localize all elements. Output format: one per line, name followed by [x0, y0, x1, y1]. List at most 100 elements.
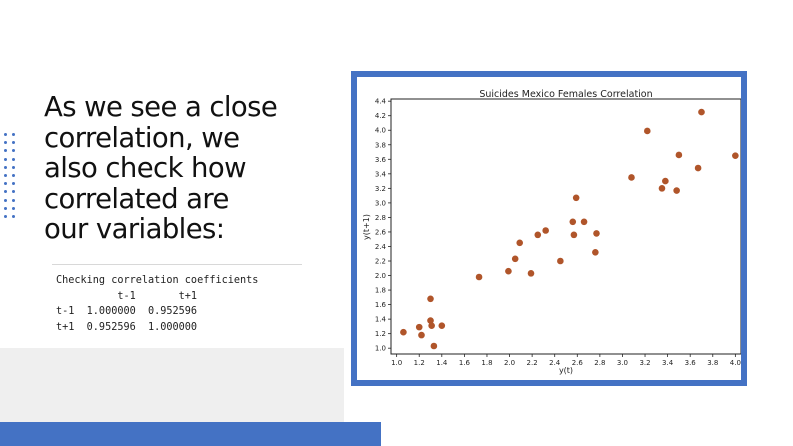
- grid-dot: [12, 157, 15, 161]
- accent-bar: [0, 422, 381, 446]
- x-tick-label: 2.4: [549, 359, 561, 367]
- scatter-point: [438, 322, 446, 329]
- y-tick-label: 2.0: [375, 272, 386, 280]
- x-tick-label: 3.0: [617, 359, 628, 367]
- grid-dot: [12, 133, 15, 136]
- y-tick-label: 1.8: [375, 287, 386, 295]
- grid-dot: [4, 182, 7, 186]
- scatter-point: [628, 174, 635, 181]
- heading-line: our variables:: [44, 213, 225, 245]
- scatter-point: [557, 257, 564, 265]
- x-tick-label: 1.8: [481, 359, 492, 367]
- scatter-point: [427, 295, 434, 303]
- y-tick-label: 1.6: [375, 301, 387, 309]
- correlation-output: Checking correlation coefficients t-1 t+…: [52, 264, 302, 337]
- y-tick-label: 3.4: [375, 170, 387, 178]
- scatter-point: [428, 322, 435, 329]
- grid-dot: [12, 174, 15, 177]
- scatter-point: [592, 248, 599, 256]
- heading-line: also check how: [44, 152, 247, 184]
- scatter-point: [475, 273, 483, 281]
- grid-dot: [12, 206, 15, 210]
- grid-dot: [12, 190, 15, 194]
- y-axis-ticks: 1.0 1.2 1.4 1.6 1.8 2.0 2.2 2.4 2.6 2.8 3.0 3.2 3.4 3…: [375, 98, 391, 353]
- y-tick-label: 2.8: [375, 214, 386, 222]
- grid-dot: [4, 190, 7, 194]
- scatter-point: [572, 194, 580, 202]
- x-axis-ticks: 1.0 1.2 1.4 1.6 1.8 2.0 2.2 2.4 2.6 2.8 3.0 3.2 3.4 3…: [391, 354, 741, 367]
- code-line: Checking correlation coefficients: [56, 275, 259, 286]
- scatter-point: [427, 317, 434, 324]
- chart-frame: Suicides Mexico Females Correlation 1.0 1…: [351, 71, 747, 386]
- scatter-point: [732, 152, 739, 159]
- y-tick-label: 4.4: [375, 98, 387, 106]
- gray-panel: [0, 348, 344, 422]
- scatter-point: [534, 231, 542, 239]
- x-tick-label: 3.8: [707, 359, 718, 367]
- grid-dot: [4, 141, 7, 145]
- code-line: t+1 0.952596 1.000000: [56, 321, 198, 333]
- grid-dot: [12, 215, 15, 218]
- grid-dot: [4, 149, 7, 153]
- scatter-point: [415, 323, 423, 331]
- grid-dot: [4, 198, 7, 202]
- scatter-point: [673, 187, 680, 194]
- scatter-point: [658, 185, 666, 192]
- scatter-point: [505, 267, 512, 275]
- heading-line: As we see a close: [44, 91, 278, 123]
- x-tick-label: 2.2: [527, 359, 538, 367]
- grid-dot: [4, 174, 7, 177]
- heading-line: correlated are: [44, 182, 229, 215]
- code-line: t-1 1.000000 0.952596: [56, 306, 198, 317]
- scatter-point: [418, 331, 425, 339]
- scatter-point: [430, 342, 438, 350]
- x-axis-label: y(t): [559, 366, 573, 375]
- grid-dot: [12, 182, 15, 186]
- x-tick-label: 1.2: [414, 359, 425, 367]
- y-tick-label: 2.2: [375, 258, 386, 266]
- scatter-point: [662, 177, 669, 185]
- y-tick-label: 3.6: [375, 156, 387, 164]
- x-tick-label: 4.0: [730, 359, 741, 367]
- y-tick-label: 3.2: [375, 185, 386, 193]
- y-tick-label: 4.2: [375, 112, 386, 120]
- scatter-point: [570, 231, 578, 239]
- scatter-point: [698, 108, 705, 116]
- grid-dot: [4, 133, 7, 136]
- grid-dot: [4, 215, 7, 218]
- scatter-point: [516, 239, 524, 247]
- grid-dot: [4, 165, 7, 169]
- scatter-point: [643, 127, 651, 135]
- code-line: t-1 t+1: [56, 290, 198, 302]
- y-tick-label: 2.6: [375, 228, 387, 236]
- y-tick-label: 3.0: [375, 199, 386, 207]
- slide-heading: As we see a close correlation, we also c…: [44, 92, 344, 245]
- x-tick-label: 1.0: [391, 359, 402, 367]
- y-tick-label: 1.2: [375, 330, 386, 338]
- scatter-point: [694, 164, 702, 172]
- x-tick-label: 2.0: [504, 359, 515, 367]
- grid-dot: [12, 141, 15, 145]
- grid-dot: [12, 165, 15, 169]
- x-tick-label: 2.6: [572, 359, 584, 367]
- x-tick-label: 1.6: [459, 359, 471, 367]
- scatter-point: [675, 151, 683, 159]
- x-tick-label: 2.8: [594, 359, 605, 367]
- grid-dot: [4, 206, 7, 210]
- chart-canvas: Suicides Mexico Females Correlation 1.0 1…: [357, 77, 742, 380]
- data-points: [400, 108, 739, 350]
- y-tick-label: 4.0: [375, 127, 386, 135]
- scatter-chart: Suicides Mexico Females Correlation 1.0 1…: [362, 89, 742, 375]
- chart-title: Suicides Mexico Females Correlation: [479, 89, 652, 100]
- scatter-point: [593, 230, 600, 237]
- plot-area: [390, 98, 742, 355]
- grid-dot: [12, 198, 15, 202]
- scatter-point: [511, 255, 519, 263]
- y-tick-label: 1.4: [375, 316, 387, 324]
- y-tick-label: 1.0: [375, 345, 386, 353]
- decorative-dot-grid: [4, 133, 20, 223]
- scatter-point: [527, 270, 535, 277]
- scatter-point: [580, 218, 588, 226]
- grid-dot: [12, 149, 15, 153]
- x-tick-label: 3.6: [685, 359, 697, 367]
